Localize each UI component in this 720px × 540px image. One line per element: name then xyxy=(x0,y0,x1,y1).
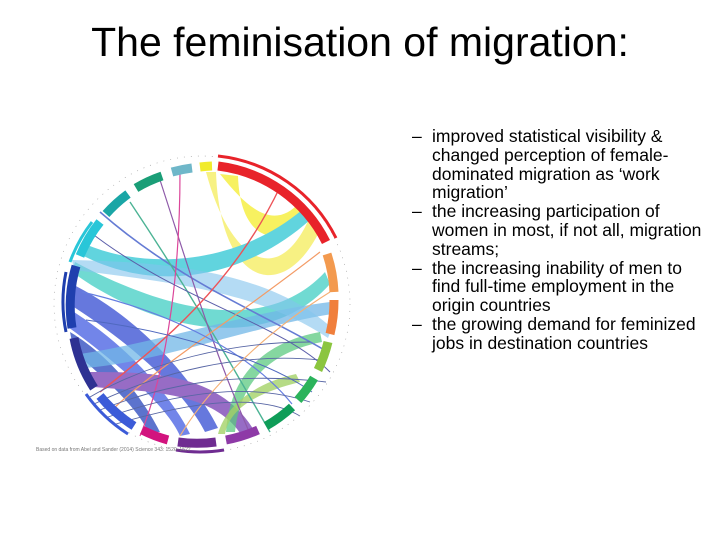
chord-region-arcs xyxy=(65,161,339,448)
bullet-dash: – xyxy=(412,313,422,334)
bullet-text: the increasing participation of women in… xyxy=(432,201,702,259)
bullet-item: – the growing demand for feminized jobs … xyxy=(406,315,712,353)
arc-region-12 xyxy=(65,264,81,329)
slide-title: The feminisation of migration: xyxy=(91,19,629,65)
bullet-text: the increasing inability of men to find … xyxy=(432,257,682,316)
arc-region-17 xyxy=(199,161,213,172)
arc-region-8 xyxy=(177,437,217,448)
bullet-dash: – xyxy=(412,126,422,146)
bullet-dash: – xyxy=(412,257,422,278)
arc-region-13 xyxy=(75,219,104,258)
arc-region-7 xyxy=(225,425,260,445)
bullet-dash: – xyxy=(412,201,422,222)
bullet-list: – improved statistical visibility & chan… xyxy=(406,127,712,353)
bullet-item: – the increasing inability of men to fin… xyxy=(406,257,712,316)
arc-region-3 xyxy=(325,299,339,336)
arc-region-4 xyxy=(313,340,333,372)
arc-region-1 xyxy=(217,161,331,245)
arc-region-5 xyxy=(294,375,318,403)
migration-chord-diagram xyxy=(30,142,362,467)
arc-region-2 xyxy=(322,252,339,293)
bullet-text: improved statistical visibility & change… xyxy=(432,126,669,203)
arc-region-14 xyxy=(102,190,131,218)
bullet-text: the growing demand for feminized jobs in… xyxy=(432,313,696,353)
bullet-item: – improved statistical visibility & chan… xyxy=(406,127,712,202)
chord-outer-rim-blocks xyxy=(61,154,338,454)
bullet-item: – the increasing participation of women … xyxy=(406,201,712,259)
chord-diagram-graphic xyxy=(53,154,351,454)
arc-region-16 xyxy=(170,163,193,177)
figure-credit: Based on data from Abel and Sander (2014… xyxy=(36,447,191,453)
arc-region-15 xyxy=(133,171,164,192)
arc-region-9 xyxy=(139,425,170,445)
arc-region-11 xyxy=(69,337,98,391)
chord-outer-ticks xyxy=(53,155,351,453)
chord-ribbons xyxy=(66,171,332,437)
arc-region-6 xyxy=(263,403,296,430)
arc-region-10 xyxy=(96,393,137,430)
